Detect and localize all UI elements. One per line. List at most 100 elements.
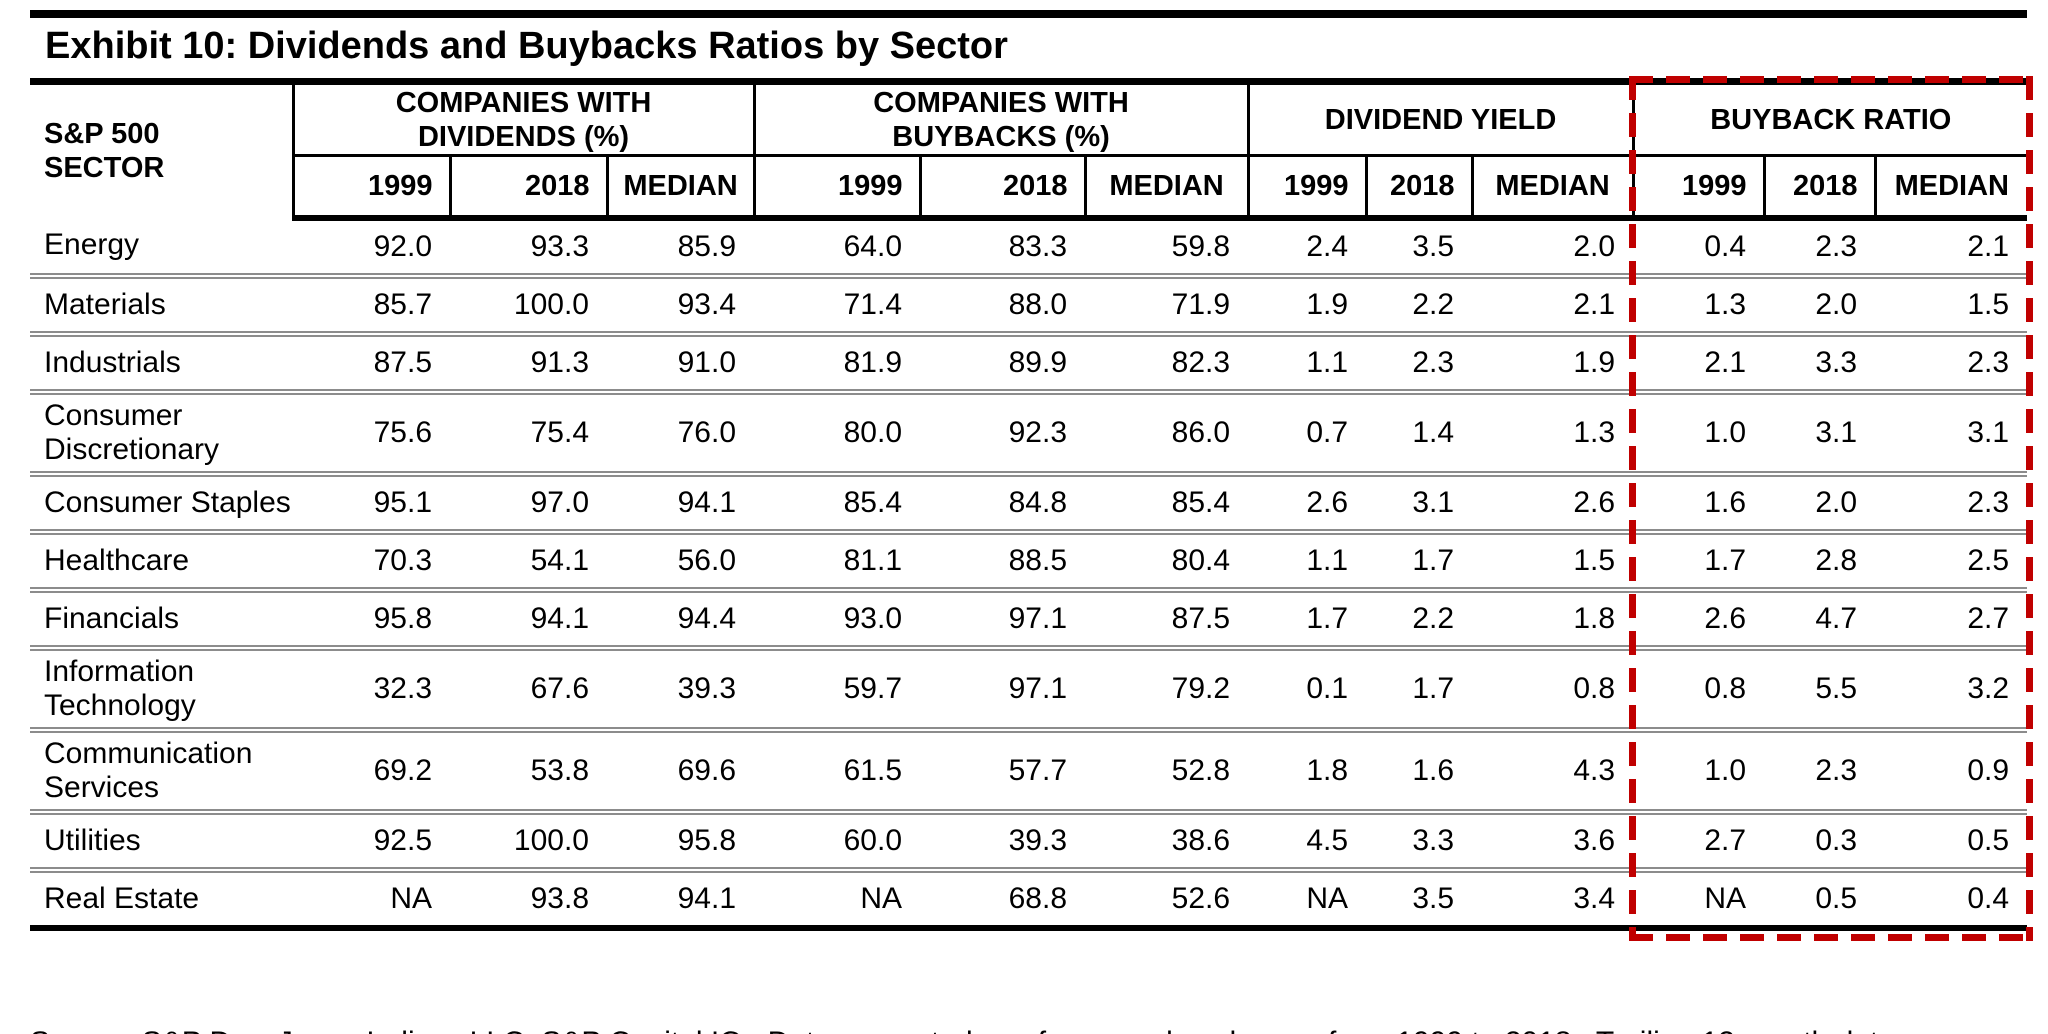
- sector-cell: Industrials: [30, 330, 293, 392]
- value-cell: 97.1: [920, 586, 1086, 648]
- value-cell: 1.7: [1366, 528, 1473, 590]
- value-cell: 94.1: [450, 586, 607, 648]
- top-rule: [30, 10, 2027, 18]
- value-cell: 2.3: [1875, 470, 2028, 532]
- value-cell: 80.0: [754, 388, 921, 474]
- value-cell: 54.1: [450, 528, 607, 590]
- value-cell: 92.3: [920, 388, 1086, 474]
- value-cell: 3.2: [1875, 644, 2028, 730]
- value-cell: 1.0: [1633, 388, 1765, 474]
- col-header-1999: 1999: [752, 155, 921, 221]
- value-cell: 0.1: [1248, 644, 1367, 730]
- table-body: Energy 92.0 93.3 85.9 64.0 83.3 59.8 2.4…: [30, 218, 2028, 928]
- col-header-median: MEDIAN: [605, 155, 755, 221]
- value-cell: 86.0: [1085, 388, 1249, 474]
- value-cell: 71.9: [1085, 272, 1249, 334]
- sector-table: S&P 500 SECTOR COMPANIES WITH DIVIDENDS …: [30, 78, 2028, 931]
- value-cell: 0.7: [1248, 388, 1367, 474]
- value-cell: 1.7: [1366, 644, 1473, 730]
- value-cell: 83.3: [1008, 229, 1068, 263]
- value-cell: 93.4: [607, 272, 755, 334]
- value-cell: 1.4: [1366, 388, 1473, 474]
- value-cell: 39.3: [607, 644, 755, 730]
- sector-cell: Information Technology: [30, 644, 293, 730]
- col-header-2018: 2018: [1364, 155, 1473, 221]
- value-cell: 94.4: [607, 586, 755, 648]
- sector-cell: Materials: [30, 272, 293, 334]
- value-cell: 1.8: [1248, 726, 1367, 812]
- value-cell: 1.5: [1472, 528, 1634, 590]
- col-header-2018: 2018: [1762, 155, 1876, 221]
- value-cell: 64.0: [843, 229, 903, 263]
- table-header: S&P 500 SECTOR COMPANIES WITH DIVIDENDS …: [30, 81, 2028, 221]
- col-header-1999: 1999: [1246, 155, 1367, 221]
- value-cell: 79.2: [1085, 644, 1249, 730]
- value-cell: 59.7: [754, 644, 921, 730]
- value-cell: 92.0: [373, 229, 432, 263]
- value-cell: NA: [1633, 866, 1765, 928]
- value-cell: 3.1: [1875, 388, 2028, 474]
- value-cell: 3.3: [1366, 808, 1473, 870]
- sector-cell: Consumer Staples: [30, 470, 293, 532]
- value-cell: NA: [1248, 866, 1367, 928]
- value-cell: 84.8: [920, 470, 1086, 532]
- value-cell: 52.8: [1085, 726, 1249, 812]
- col-header-median: MEDIAN: [1083, 155, 1249, 221]
- value-cell: 2.6: [1472, 470, 1634, 532]
- value-cell: 95.8: [607, 808, 755, 870]
- value-cell: 2.1: [1633, 330, 1765, 392]
- value-cell: 2.3: [1875, 330, 2028, 392]
- value-cell: 100.0: [450, 272, 607, 334]
- value-cell: 82.3: [1085, 330, 1249, 392]
- value-cell: 85.7: [293, 272, 450, 334]
- sector-column-header: S&P 500 SECTOR: [30, 81, 295, 218]
- value-cell: 2.1: [1967, 229, 2010, 263]
- value-cell: 71.4: [754, 272, 921, 334]
- col-header-median: MEDIAN: [1873, 155, 2028, 221]
- value-cell: 85.9: [677, 229, 737, 263]
- value-cell: 56.0: [607, 528, 755, 590]
- value-cell: 94.1: [607, 866, 755, 928]
- value-cell: 87.5: [293, 330, 450, 392]
- value-cell: 59.8: [1171, 229, 1231, 263]
- value-cell: 85.4: [1085, 470, 1249, 532]
- table-row: Consumer Staples 95.1 97.0 94.1 85.4 84.…: [30, 470, 2028, 532]
- value-cell: 1.1: [1248, 528, 1367, 590]
- value-cell: 2.3: [1764, 726, 1876, 812]
- value-cell: 75.6: [293, 388, 450, 474]
- value-cell: 68.8: [920, 866, 1086, 928]
- value-cell: 0.4: [1704, 229, 1747, 263]
- value-cell: 2.0: [1764, 272, 1876, 334]
- value-cell: 75.4: [450, 388, 607, 474]
- table-row: Utilities 92.5 100.0 95.8 60.0 39.3 38.6…: [30, 808, 2028, 870]
- value-cell: 1.7: [1633, 528, 1765, 590]
- value-cell: 2.7: [1875, 586, 2028, 648]
- value-cell: 0.8: [1472, 644, 1634, 730]
- value-cell: 4.7: [1764, 586, 1876, 648]
- table-row: Financials 95.8 94.1 94.4 93.0 97.1 87.5…: [30, 586, 2028, 648]
- group-header-buyback-ratio: BUYBACK RATIO: [1631, 81, 2028, 157]
- value-cell: 1.9: [1248, 272, 1367, 334]
- value-cell: 57.7: [920, 726, 1086, 812]
- value-cell: NA: [293, 866, 450, 928]
- source-note: Source: S&P Dow Jones Indices LLC, S&P C…: [30, 948, 2027, 1034]
- value-cell: 93.0: [754, 586, 921, 648]
- group-header-row: S&P 500 SECTOR COMPANIES WITH DIVIDENDS …: [30, 81, 2028, 218]
- value-cell: 53.8: [450, 726, 607, 812]
- value-cell: 95.1: [293, 470, 450, 532]
- value-cell: 69.2: [293, 726, 450, 812]
- value-cell: 0.4: [1875, 866, 2028, 928]
- value-cell: 1.3: [1472, 388, 1634, 474]
- value-cell: 3.5: [1366, 866, 1473, 928]
- value-cell: 2.6: [1248, 470, 1367, 532]
- value-cell: 2.6: [1633, 586, 1765, 648]
- col-header-2018: 2018: [918, 155, 1086, 221]
- value-cell: 95.8: [293, 586, 450, 648]
- col-header-1999: 1999: [291, 155, 450, 221]
- value-cell: 2.8: [1764, 528, 1876, 590]
- value-cell: 3.4: [1472, 866, 1634, 928]
- value-cell: 87.5: [1085, 586, 1249, 648]
- group-header-buybacks: COMPANIES WITH BUYBACKS (%): [752, 81, 1249, 157]
- value-cell: 92.5: [293, 808, 450, 870]
- value-cell: 2.2: [1366, 586, 1473, 648]
